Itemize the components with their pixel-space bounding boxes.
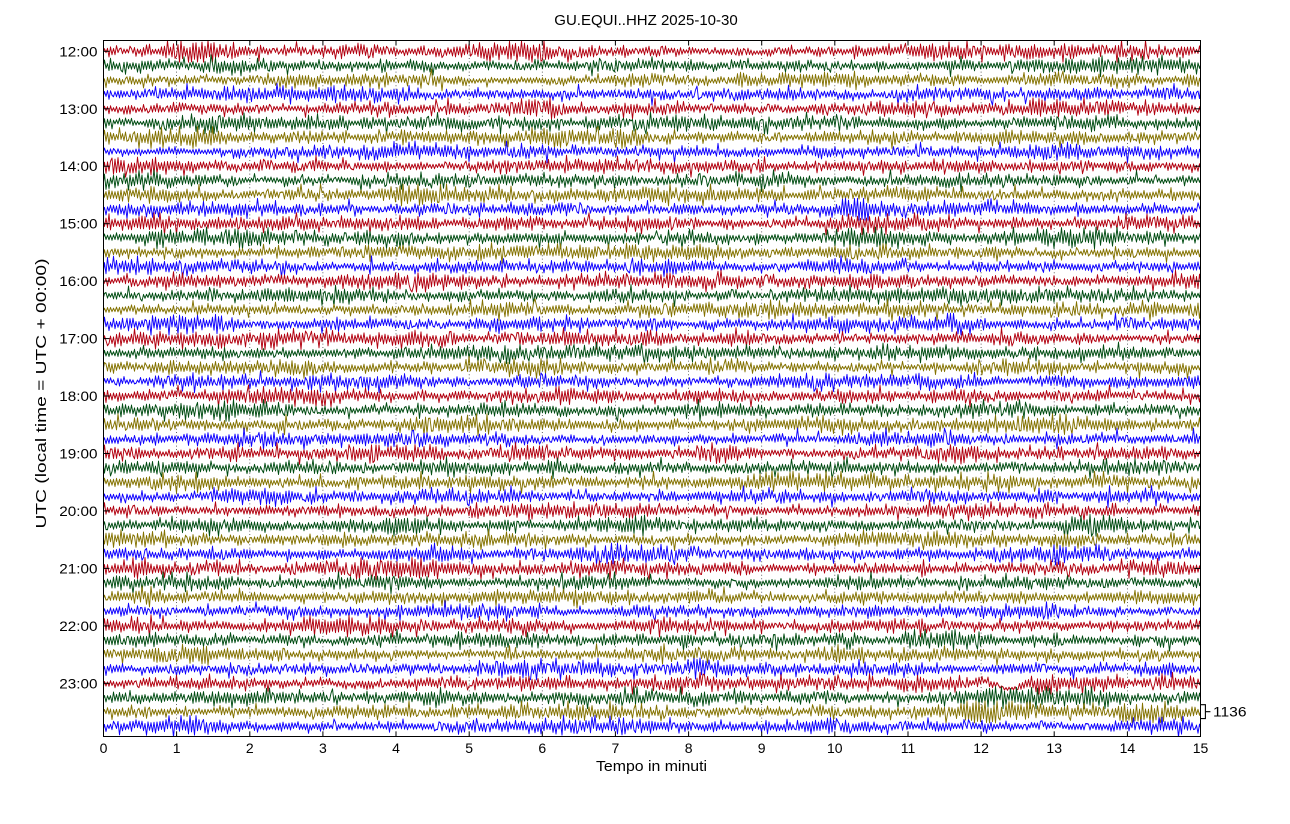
svg-text:UTC (local time = UTC + 00:00): UTC (local time = UTC + 00:00) bbox=[33, 259, 50, 529]
svg-text:12:00: 12:00 bbox=[59, 43, 97, 59]
svg-text:21:00: 21:00 bbox=[59, 560, 97, 576]
svg-text:17:00: 17:00 bbox=[59, 331, 97, 347]
svg-text:14:00: 14:00 bbox=[59, 158, 97, 174]
svg-text:Tempo in minuti: Tempo in minuti bbox=[596, 758, 707, 775]
svg-text:22:00: 22:00 bbox=[59, 618, 97, 634]
svg-text:15:00: 15:00 bbox=[59, 216, 97, 232]
svg-text:14: 14 bbox=[1120, 740, 1136, 756]
svg-text:11: 11 bbox=[901, 740, 916, 756]
svg-text:19:00: 19:00 bbox=[59, 446, 97, 462]
svg-text:20:00: 20:00 bbox=[59, 503, 97, 519]
svg-text:4: 4 bbox=[392, 740, 400, 756]
svg-text:5: 5 bbox=[465, 740, 473, 756]
svg-text:8: 8 bbox=[685, 740, 693, 756]
svg-text:23:00: 23:00 bbox=[59, 675, 97, 691]
svg-text:15: 15 bbox=[1193, 740, 1209, 756]
svg-text:2: 2 bbox=[246, 740, 254, 756]
svg-text:0: 0 bbox=[100, 740, 108, 756]
svg-text:13:00: 13:00 bbox=[59, 101, 97, 117]
svg-text:7: 7 bbox=[612, 740, 620, 756]
svg-text:16:00: 16:00 bbox=[59, 273, 97, 289]
svg-text:12: 12 bbox=[973, 740, 989, 756]
svg-text:6: 6 bbox=[538, 740, 546, 756]
svg-text:1: 1 bbox=[173, 740, 181, 756]
svg-text:GU.EQUI..HHZ 2025-10-30: GU.EQUI..HHZ 2025-10-30 bbox=[554, 12, 737, 29]
svg-text:9: 9 bbox=[758, 740, 766, 756]
svg-text:10: 10 bbox=[827, 740, 843, 756]
svg-text:13: 13 bbox=[1046, 740, 1062, 756]
svg-text:3: 3 bbox=[319, 740, 327, 756]
svg-text:1136: 1136 bbox=[1213, 704, 1247, 720]
svg-text:18:00: 18:00 bbox=[59, 388, 97, 404]
